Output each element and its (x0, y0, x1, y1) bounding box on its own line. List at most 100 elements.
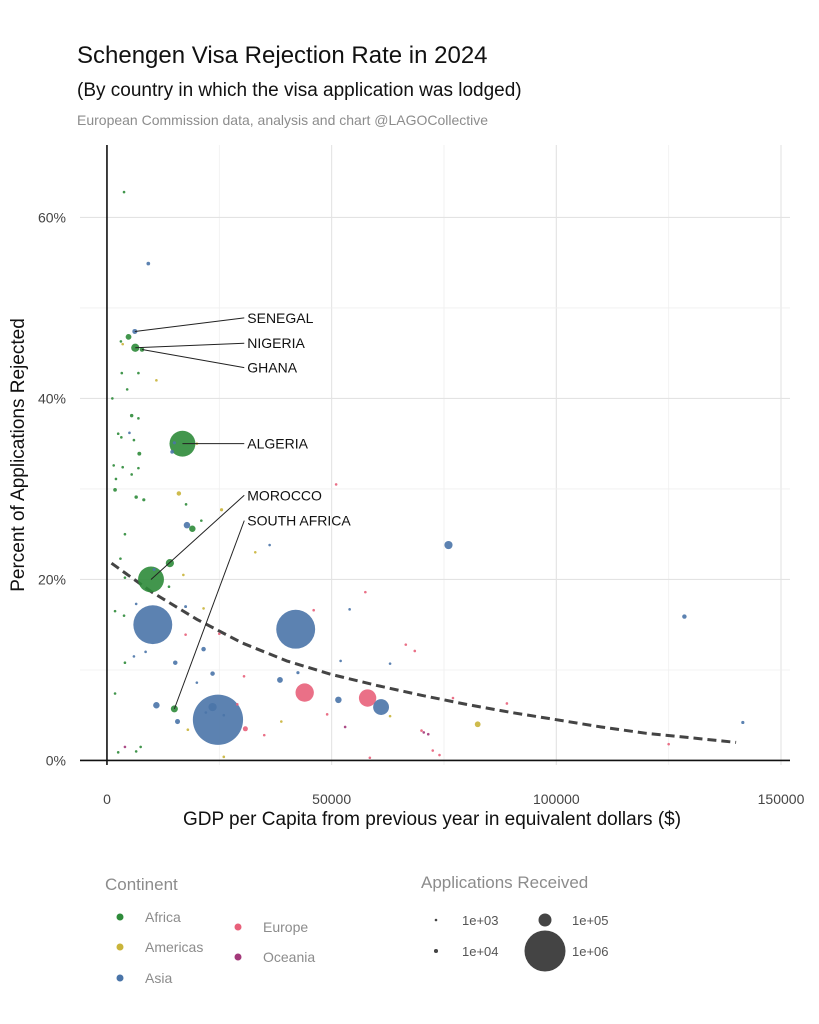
data-point (120, 371, 124, 375)
data-point (134, 495, 138, 499)
data-point (137, 466, 140, 470)
data-point (219, 508, 224, 512)
data-point (167, 585, 171, 588)
data-point (182, 573, 185, 577)
data-point (113, 488, 117, 492)
data-point (184, 605, 188, 609)
data-point (667, 742, 670, 746)
x-tick-label: 50000 (312, 791, 351, 807)
data-point (128, 431, 131, 435)
annotations-layer: SENEGAL NIGERIA GHANA ALGERIA MOROCCO SOUTH A… (134, 310, 351, 710)
legend-color-swatch (234, 923, 242, 931)
data-point (119, 340, 123, 343)
data-point (343, 725, 347, 729)
data-point (334, 483, 338, 486)
data-point (134, 750, 138, 753)
data-point (186, 728, 190, 732)
data-point (201, 646, 206, 652)
data-point (242, 674, 246, 678)
data-point (192, 694, 244, 745)
data-point (144, 650, 147, 654)
x-tick-label: 150000 (758, 791, 805, 807)
chart-title: Schengen Visa Rejection Rate in 2024 (77, 42, 488, 69)
data-point (125, 388, 129, 391)
data-point (132, 328, 138, 334)
data-point (183, 521, 191, 529)
legend-size-swatch (538, 913, 552, 927)
data-point (280, 720, 283, 723)
chart-caption: European Commission data, analysis and c… (77, 112, 488, 128)
data-point (218, 632, 221, 636)
data-point (114, 477, 118, 481)
data-point (312, 608, 315, 612)
annotation-leader (135, 342, 245, 349)
legend-size-label: 1e+06 (572, 944, 609, 959)
data-point (111, 397, 114, 400)
data-point (505, 702, 509, 705)
data-point (184, 633, 187, 636)
data-point (129, 413, 134, 418)
data-point (438, 753, 441, 757)
data-point (277, 677, 283, 683)
data-point (451, 696, 455, 700)
data-point (426, 732, 430, 736)
data-point (222, 713, 226, 717)
data-point (348, 608, 351, 611)
legend-color-label: Americas (145, 939, 203, 955)
annotation-label: ALGERIA (247, 436, 308, 452)
legend-color-swatch (116, 943, 124, 951)
data-point (368, 756, 372, 760)
chart-subtitle: (By country in which the visa applicatio… (77, 80, 522, 101)
data-point (134, 602, 138, 606)
data-point (173, 660, 178, 665)
data-point (122, 614, 126, 617)
legend-size: 1e+03 1e+04 1e+05 1e+06 (433, 913, 609, 972)
annotation-label: NIGERIA (247, 335, 305, 351)
x-tick-label: 100000 (533, 791, 580, 807)
data-point (444, 540, 453, 550)
legend-color-label: Europe (263, 919, 308, 935)
data-point (404, 643, 408, 646)
data-point (202, 607, 205, 610)
annotation-label: SENEGAL (247, 310, 313, 326)
data-point (276, 609, 316, 649)
data-point (420, 729, 423, 732)
data-point (119, 557, 122, 560)
data-point (116, 751, 120, 754)
legend-color-label: Oceania (263, 949, 315, 965)
data-point (146, 261, 151, 266)
data-point (130, 473, 133, 476)
legend-size-swatch (434, 918, 438, 922)
data-point (112, 464, 116, 467)
data-point (208, 702, 217, 712)
data-point (262, 733, 266, 737)
legend-size-title: Applications Received (421, 873, 588, 892)
grid (80, 145, 790, 765)
data-point (339, 659, 342, 663)
data-point (123, 576, 127, 579)
legend-size-label: 1e+05 (572, 913, 609, 928)
legend-size-swatch (433, 948, 439, 954)
data-point (325, 713, 329, 716)
y-tick-label: 0% (46, 752, 66, 768)
data-point (142, 498, 146, 502)
data-point (222, 755, 226, 759)
data-point (253, 550, 257, 554)
data-point (120, 436, 123, 439)
data-point (200, 519, 203, 522)
legend-color-label: Africa (145, 909, 181, 925)
data-point (195, 681, 199, 684)
data-point (388, 714, 392, 718)
data-point (335, 696, 342, 704)
annotation-label: GHANA (247, 360, 297, 376)
legend-color-swatch (116, 913, 124, 921)
data-point (139, 745, 142, 749)
y-tick-label: 20% (38, 571, 66, 587)
data-point (741, 720, 745, 725)
data-point (137, 371, 140, 375)
data-point (137, 417, 140, 420)
annotation-label: MOROCCO (247, 487, 322, 503)
annotation-label: SOUTH AFRICA (247, 513, 351, 529)
data-point (388, 662, 392, 665)
data-point (137, 451, 142, 456)
